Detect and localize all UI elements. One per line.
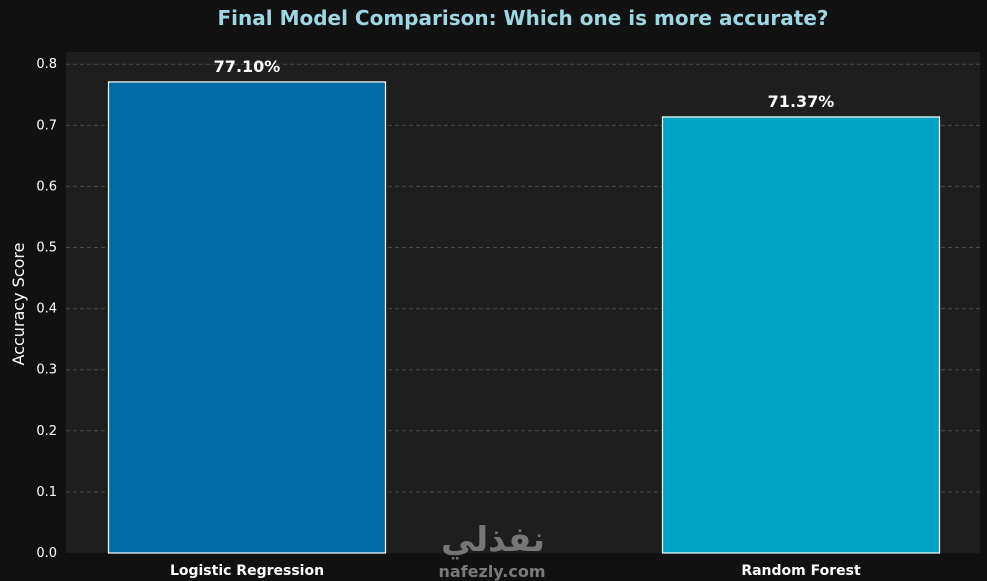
y-tick-label: 0.6 [36,179,57,194]
y-tick-label: 0.2 [36,424,57,439]
bar [107,81,387,554]
bar-value-label: 71.37% [768,92,835,111]
watermark-arabic: نفذلي [441,520,545,560]
y-tick-label: 0.3 [36,363,57,378]
y-axis-label: Accuracy Score [9,243,28,366]
y-tick-label: 0.0 [36,546,57,561]
y-tick-label: 0.5 [36,241,57,256]
watermark-text: nafezly.com [439,562,546,581]
watermark-logo: نفذلي nafezly.com [439,520,546,581]
bars: 77.10% 71.37% [107,57,941,554]
y-axis: 0.0 0.1 0.2 0.3 0.4 0.5 0.6 0.7 0.8 [36,57,57,561]
x-tick-label: Random Forest [741,563,861,579]
y-tick-label: 0.1 [36,485,57,500]
bar [661,116,941,554]
y-tick-label: 0.7 [36,118,57,133]
bar-value-label: 77.10% [214,57,281,76]
x-axis: Logistic Regression Random Forest [170,563,861,579]
grid-lines [66,63,980,493]
chart-title: Final Model Comparison: Which one is mor… [218,6,829,30]
x-tick-label: Logistic Regression [170,563,324,579]
y-tick-label: 0.4 [36,302,57,317]
y-tick-label: 0.8 [36,57,57,72]
